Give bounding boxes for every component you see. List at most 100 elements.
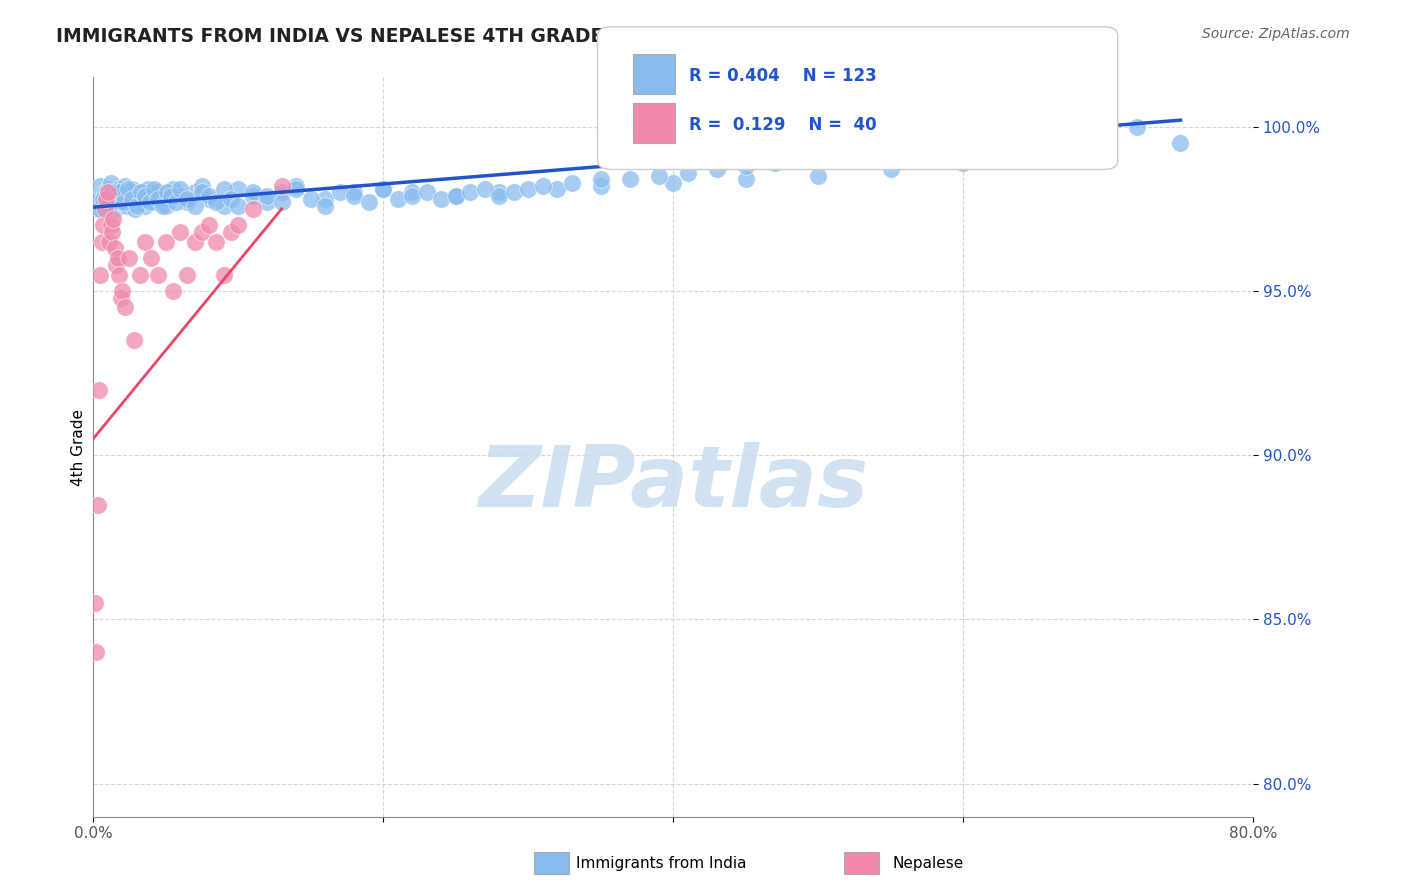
Point [415,186,437,200]
Text: R =  0.129    N =  40: R = 0.129 N = 40 [689,116,876,134]
Point [105,202,128,216]
Point [474,182,496,196]
Point [329,186,352,200]
Point [101,225,124,239]
Point [734,172,756,186]
Point [91,192,114,206]
Point [619,172,641,186]
Point [91,219,114,233]
Point [458,186,481,200]
Point [117,188,139,202]
Point [226,198,249,212]
Point [183,198,205,212]
Point [430,192,453,206]
Point [101,198,124,212]
Point [401,188,423,202]
Point [148,192,170,206]
Point [97,182,120,196]
Point [242,202,264,216]
Point [134,198,156,212]
Point [212,198,235,212]
Point [98,195,121,210]
Point [706,162,728,177]
Point [371,182,394,196]
Point [270,178,292,193]
Point [156,186,179,200]
Point [118,186,141,200]
Point [155,235,177,249]
Point [314,192,336,206]
Text: Immigrants from India: Immigrants from India [576,856,747,871]
Point [152,192,174,206]
Point [169,225,191,239]
Point [162,182,184,196]
Point [134,188,156,202]
Point [108,268,131,282]
Point [104,241,127,255]
Point [183,235,205,249]
Point [148,268,170,282]
Point [517,182,540,196]
Point [183,186,205,200]
Point [198,192,221,206]
Point [1097,136,1119,150]
Point [1170,136,1192,150]
Point [546,182,568,196]
Point [115,198,138,212]
Point [589,172,612,186]
Point [219,225,242,239]
Point [121,192,143,206]
Point [387,192,409,206]
Point [108,182,131,196]
Point [143,195,166,210]
Point [87,202,110,216]
Point [343,188,366,202]
Point [124,202,146,216]
Point [105,258,128,272]
Point [98,198,121,212]
Point [169,188,191,202]
Point [141,251,163,265]
Point [110,291,132,305]
Point [299,192,322,206]
Point [111,284,134,298]
Point [662,176,685,190]
Point [114,178,136,193]
Point [90,235,112,249]
Point [371,182,394,196]
Point [176,195,198,210]
Point [122,333,145,347]
Point [90,202,112,216]
Point [120,195,142,210]
Point [110,195,132,210]
Point [226,219,249,233]
Point [226,182,249,196]
Point [94,186,117,200]
Point [205,235,228,249]
Point [165,195,187,210]
Point [87,383,110,397]
Point [128,186,150,200]
Text: Source: ZipAtlas.com: Source: ZipAtlas.com [1202,27,1350,41]
Point [134,235,156,249]
Point [191,225,214,239]
Point [117,182,139,196]
Point [114,301,136,315]
Text: Nepalese: Nepalese [893,856,965,871]
Point [107,188,129,202]
Point [107,251,129,265]
Point [96,192,118,206]
Point [763,156,786,170]
Point [242,186,264,200]
Point [129,186,152,200]
Point [103,211,125,226]
Point [734,159,756,173]
Point [676,166,699,180]
Point [128,268,150,282]
Point [176,192,198,206]
Point [125,198,148,212]
Point [136,182,159,196]
Point [97,186,120,200]
Point [191,178,214,193]
Point [821,149,844,163]
